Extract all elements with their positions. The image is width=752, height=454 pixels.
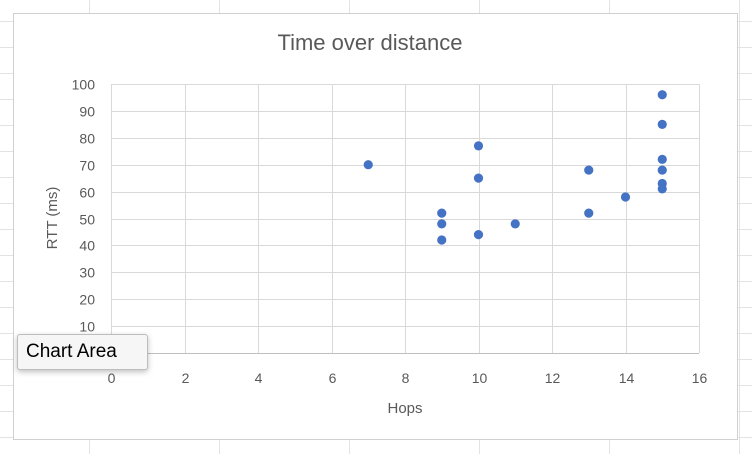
plot-gridlines: [111, 84, 700, 354]
data-point[interactable]: [657, 154, 667, 164]
y-tick-label: 40: [79, 238, 95, 254]
data-point[interactable]: [473, 173, 484, 183]
x-tick-label: 6: [329, 370, 337, 386]
y-axis-title: RTT (ms): [44, 187, 61, 250]
y-tick-label: 60: [79, 185, 95, 201]
x-tick-label: 10: [472, 370, 488, 386]
y-tick-label: 30: [79, 265, 95, 281]
x-tick-label: 14: [619, 370, 635, 386]
data-point[interactable]: [473, 141, 484, 151]
data-point[interactable]: [657, 165, 667, 175]
data-point[interactable]: [437, 208, 447, 218]
data-point[interactable]: [363, 160, 373, 170]
data-points: [363, 90, 667, 245]
x-tick-label: 16: [692, 370, 708, 386]
axis-tick-labels: 10 20 30 40 50 60 70 80 90 100 0 2 4 6 8 10 12 14 16: [72, 77, 708, 387]
data-point[interactable]: [584, 208, 594, 218]
data-point[interactable]: [473, 230, 484, 240]
data-point[interactable]: [437, 219, 447, 229]
y-tick-label: 50: [79, 212, 95, 228]
data-point[interactable]: [620, 192, 631, 202]
y-tick-label: 70: [79, 158, 95, 174]
data-point[interactable]: [657, 119, 667, 129]
x-tick-label: 2: [182, 370, 190, 386]
y-tick-label: 80: [79, 131, 95, 147]
y-tick-label: 10: [79, 319, 95, 335]
x-tick-label: 0: [108, 370, 116, 386]
x-tick-label: 4: [255, 370, 263, 386]
y-tick-label: 100: [72, 77, 96, 93]
chart-title: Time over distance: [277, 30, 462, 55]
data-point[interactable]: [584, 165, 594, 175]
data-point[interactable]: [510, 219, 520, 229]
data-point[interactable]: [657, 184, 667, 194]
x-tick-label: 8: [402, 370, 410, 386]
y-tick-label: 90: [79, 104, 95, 120]
x-axis-title: Hops: [387, 400, 422, 417]
x-tick-label: 12: [545, 370, 561, 386]
y-tick-label: 20: [79, 292, 95, 308]
chart-area-tooltip: Chart Area: [17, 334, 148, 370]
data-point[interactable]: [657, 90, 667, 100]
data-point[interactable]: [437, 235, 447, 245]
